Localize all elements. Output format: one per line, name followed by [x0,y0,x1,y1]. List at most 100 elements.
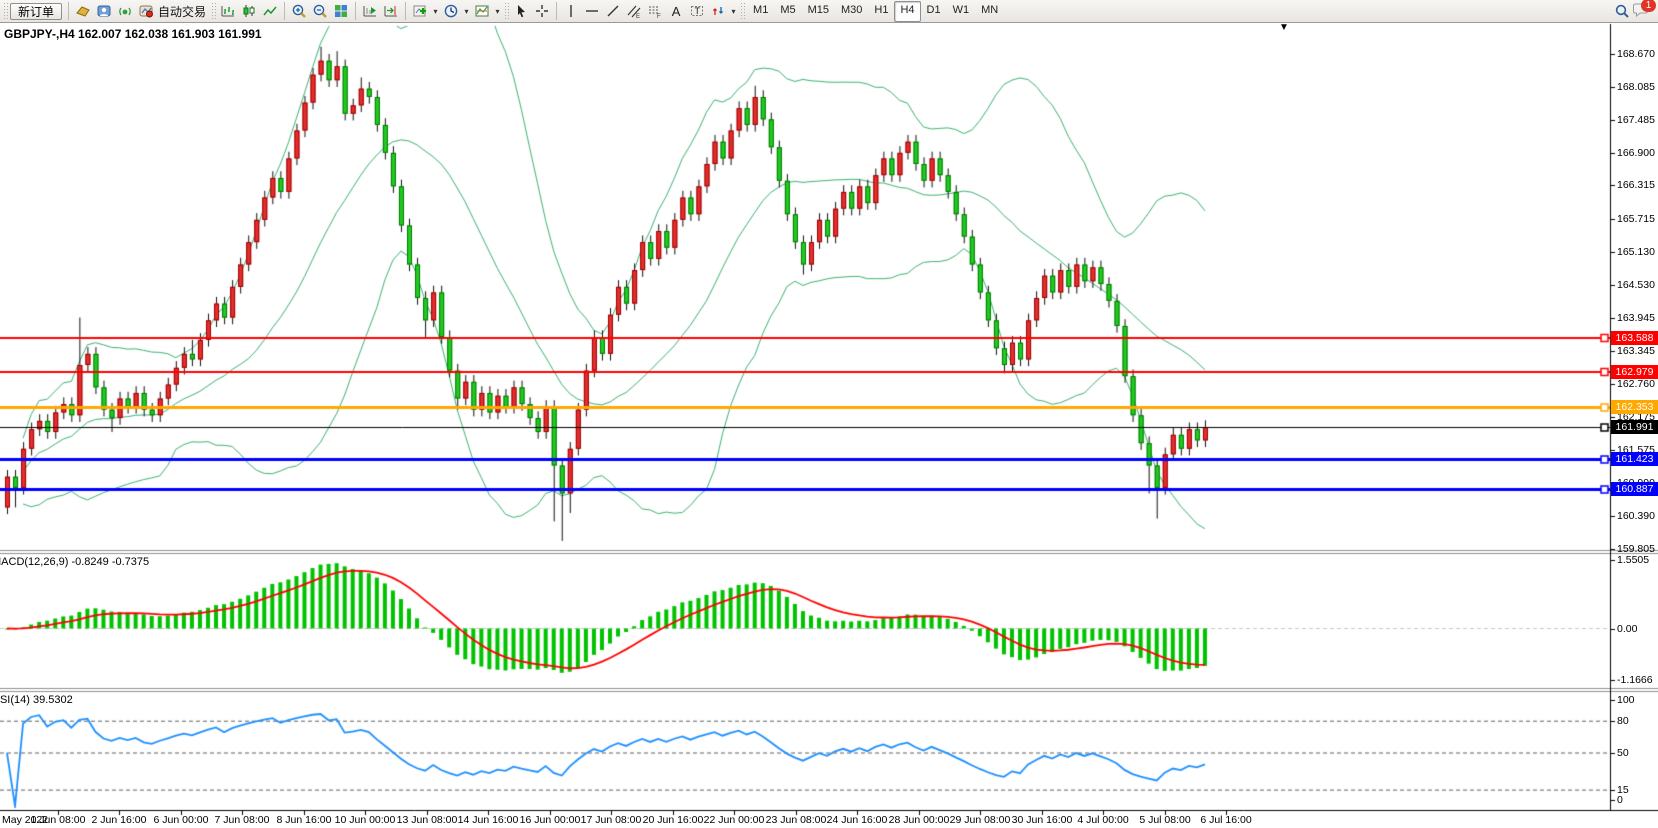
symbol-title: GBPJPY-,H4 162.007 162.038 161.903 161.9… [4,27,262,41]
add-indicator-dropdown[interactable]: ▾ [433,6,438,16]
price-tick: 168.085 [1617,80,1655,93]
time-label: 23 Jun 08:00 [765,814,827,826]
vertical-line-tool-icon[interactable] [561,2,581,21]
toolbar-drag-handle[interactable] [211,2,217,20]
price-tick: 167.485 [1617,114,1655,127]
toolbar-separator [284,2,286,20]
label-tool-icon[interactable]: T [687,2,707,21]
timeframe-group: M1 M5 M15 M30 H1 H4 D1 W1 MN [747,0,1004,22]
timeframe-h4[interactable]: H4 [894,0,921,22]
add-indicator-icon[interactable] [410,2,430,21]
chart-shift-icon[interactable] [381,2,401,21]
svg-text:T: T [695,6,701,16]
price-tick: 166.315 [1617,179,1655,192]
fibonacci-tool-icon[interactable]: F [645,2,665,21]
horizontal-line-tool-icon[interactable] [582,2,602,21]
trendline-tool-icon[interactable] [603,2,623,21]
new-order-button[interactable]: 新订单 [10,2,63,20]
rsi-indicator-label: RSI(14) 39.5302 [0,694,73,706]
fibo-hint: F [657,14,661,19]
cursor-icon[interactable] [511,2,531,21]
crosshair-icon[interactable] [532,2,552,21]
price-tick: 165.130 [1617,245,1655,258]
toolbar-drag-handle[interactable] [740,2,746,20]
timeframe-mn[interactable]: MN [981,3,999,16]
price-tick: 168.670 [1617,48,1655,60]
macd-tick: -1.1666 [1617,674,1653,687]
timeframe-d1[interactable]: D1 [926,3,941,16]
timeframe-m15[interactable]: M15 [807,3,829,16]
charts-icon[interactable] [73,2,93,21]
search-icon[interactable] [1612,2,1632,21]
arrows-tool-icon[interactable] [708,2,728,21]
toolbar-drag-handle[interactable] [3,2,8,20]
price-line-label: 161.991 [1611,419,1658,434]
candlestick-chart-type-icon[interactable] [239,2,259,21]
timeframe-m1[interactable]: M1 [753,3,769,16]
time-label: May 2022 [2,814,49,826]
time-label: 20 Jun 16:00 [642,814,704,826]
rsi-tick: 50 [1617,747,1629,759]
bar-chart-type-icon[interactable] [218,2,238,21]
time-label: 14 Jun 16:00 [457,814,519,826]
price-tick: 159.805 [1617,543,1655,555]
auto-trading-icon[interactable] [136,2,156,21]
toolbar-separator [355,2,357,20]
signal-icon[interactable] [115,2,135,21]
auto-scroll-icon[interactable] [360,2,380,21]
timeframe-m30[interactable]: M30 [841,3,863,16]
time-label: 5 Jul 08:00 [1139,814,1191,826]
time-label: 28 Jun 00:00 [888,814,950,826]
terminal-icon[interactable] [94,2,114,21]
macd-indicator-label: MACD(12,26,9) -0.8249 -0.7375 [0,556,150,568]
chat-icon[interactable]: 1 [1632,0,1656,21]
main-toolbar: 新订单 自动交易 ▾ ▾ ▾ E F A T ▾ [0,0,1658,23]
toolbar-drag-handle[interactable] [504,2,510,20]
price-line-label: 162.979 [1611,364,1658,379]
rsi-tick: 0 [1617,794,1623,806]
timeframe-h1[interactable]: H1 [874,3,889,16]
time-label: 7 Jun 08:00 [214,814,270,826]
line-chart-type-icon[interactable] [260,2,280,21]
time-label: 13 Jun 08:00 [396,814,458,826]
text-tool-icon[interactable]: A [671,3,681,19]
time-label: 17 Jun 08:00 [580,814,642,826]
time-label: 8 Jun 16:00 [276,814,332,826]
tile-windows-icon[interactable] [331,2,351,21]
periods-dropdown[interactable]: ▾ [464,6,469,16]
price-line-label: 162.353 [1611,399,1658,414]
price-tick: 162.760 [1617,378,1655,390]
price-tick: 166.900 [1617,146,1655,159]
toolbar-separator [68,2,70,20]
time-label: 1 Jun 08:00 [30,814,86,826]
template-icon[interactable] [472,2,492,21]
time-label: 30 Jun 16:00 [1011,814,1073,826]
time-label: 29 Jun 08:00 [949,814,1011,826]
arrows-dropdown[interactable]: ▾ [731,6,736,16]
auto-trading-label[interactable]: 自动交易 [158,4,207,19]
time-label: 6 Jul 16:00 [1200,814,1252,826]
zoom-in-icon[interactable] [289,2,309,21]
price-tick: 164.530 [1617,279,1655,292]
price-tick: 163.945 [1617,311,1655,324]
macd-tick: 1.5505 [1617,553,1650,566]
price-line-label: 161.423 [1611,451,1658,466]
notification-badge: 1 [1641,0,1656,12]
equidistant-channel-tool-icon[interactable]: E [624,2,644,21]
time-label: 6 Jun 00:00 [153,814,209,826]
channel-hint: E [636,14,640,19]
zoom-out-icon[interactable] [310,2,330,21]
timeframe-w1[interactable]: W1 [952,3,970,16]
rsi-tick: 100 [1617,694,1635,706]
time-label: 16 Jun 00:00 [519,814,581,826]
price-tick: 165.715 [1617,213,1655,225]
periods-icon[interactable] [441,2,461,21]
toolbar-separator [556,2,558,20]
timeframe-m5[interactable]: M5 [780,3,796,16]
chart-shift-marker[interactable]: ▼ [1279,22,1289,33]
template-dropdown[interactable]: ▾ [495,6,500,16]
time-label: 4 Jul 00:00 [1077,814,1129,826]
toolbar-separator [405,2,407,20]
